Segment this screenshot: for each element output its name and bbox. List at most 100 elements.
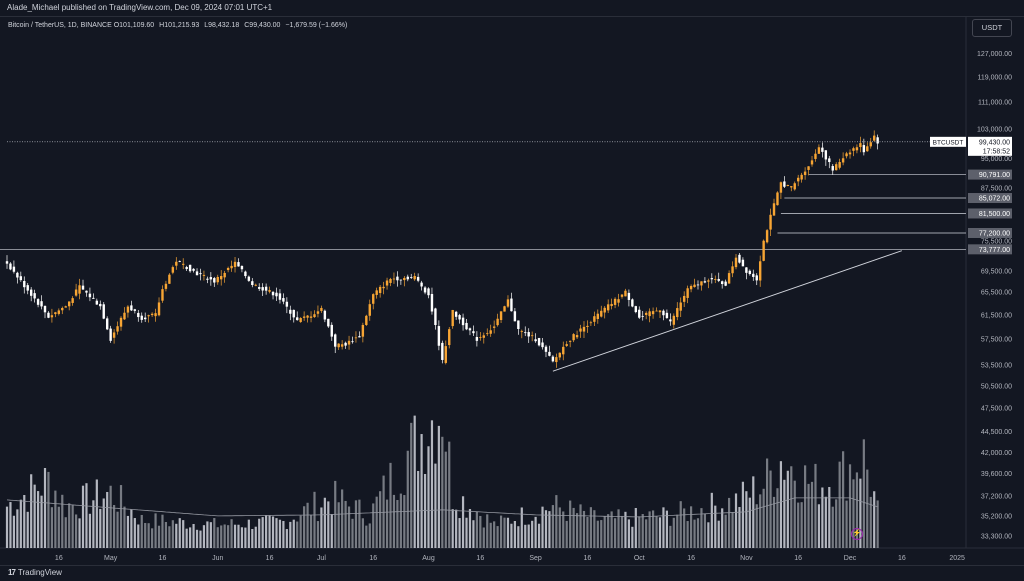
candle-body — [71, 298, 74, 303]
candle-body — [776, 192, 779, 206]
y-tick-label: 47,500.00 — [981, 405, 1012, 412]
candle-body — [36, 299, 40, 305]
volume-bar — [81, 485, 85, 548]
tradingview-logo[interactable]: 17 TradingView — [8, 568, 62, 577]
volume-bar — [309, 514, 313, 548]
y-tick-label: 42,000.00 — [981, 450, 1012, 457]
volume-bar — [683, 508, 686, 548]
candle-body — [351, 341, 354, 343]
volume-bar — [731, 511, 734, 548]
volume-bar — [296, 521, 299, 548]
candle-body — [641, 315, 644, 317]
candle-body — [292, 309, 295, 318]
candle-body — [707, 280, 710, 282]
volume-bar — [551, 505, 554, 548]
y-tick-label: 69,500.00 — [981, 268, 1012, 275]
candle-body — [437, 326, 441, 346]
volume-bar — [603, 515, 606, 548]
candle-body — [655, 310, 658, 312]
volume-bar — [831, 506, 834, 548]
candle-body — [565, 344, 568, 346]
chart-canvas[interactable]: 135,000.00127,000.00119,000.00111,000.00… — [0, 16, 1024, 565]
candle-body — [185, 266, 188, 270]
candle-body — [448, 329, 451, 346]
price-tag-value: 99,430.00 — [979, 139, 1010, 146]
volume-bar — [206, 521, 209, 548]
candle-body — [544, 346, 548, 352]
candle-body — [54, 312, 57, 315]
volume-bar — [617, 509, 620, 548]
candle-body — [803, 171, 807, 176]
volume-bar — [645, 519, 648, 548]
candle-body — [40, 301, 43, 307]
candle-body — [568, 340, 572, 342]
candle-body — [150, 313, 154, 316]
volume-bar — [866, 469, 869, 548]
volume-bar — [800, 502, 803, 548]
volume-bar — [776, 488, 779, 548]
volume-bar — [154, 513, 157, 548]
candle-body — [600, 310, 603, 317]
currency-button[interactable]: USDT — [972, 19, 1012, 37]
volume-bar — [351, 518, 354, 548]
candle-body — [472, 331, 475, 334]
volume-bar — [341, 489, 344, 548]
candle-body — [330, 324, 333, 337]
volume-bar — [876, 500, 879, 548]
volume-bar — [285, 529, 288, 548]
volume-bar — [817, 504, 821, 548]
candle-body — [475, 336, 479, 341]
candle-body — [275, 292, 278, 297]
volume-bar — [47, 471, 50, 548]
x-tick-label: 16 — [476, 555, 484, 562]
candle-body — [510, 298, 513, 312]
volume-bar — [171, 520, 174, 548]
volume-bar — [479, 515, 482, 548]
candle-body — [562, 346, 565, 355]
y-tick-label: 95,000.00 — [981, 156, 1012, 163]
y-tick-label: 103,000.00 — [977, 127, 1012, 134]
high-label: H — [159, 22, 165, 29]
volume-bar — [638, 516, 641, 548]
candle-body — [724, 281, 727, 286]
candle-body — [783, 181, 786, 187]
candle-body — [116, 326, 119, 332]
volume-bar — [347, 506, 351, 548]
volume-bar — [116, 511, 119, 548]
candle-body — [365, 315, 368, 325]
volume-bar — [113, 505, 116, 548]
candle-body — [572, 334, 575, 341]
candle-body — [817, 147, 821, 154]
candle-body — [503, 306, 506, 312]
candle-body — [233, 261, 237, 268]
candle-body — [334, 334, 337, 347]
candle-body — [489, 330, 492, 334]
volume-bar — [707, 522, 710, 548]
volume-bar — [199, 530, 202, 548]
candle-body — [748, 270, 752, 275]
volume-bar — [610, 511, 613, 548]
candle-body — [396, 276, 399, 281]
y-tick-label: 44,500.00 — [981, 429, 1012, 436]
change-value: −1,679.59 (−1.66%) — [285, 22, 348, 29]
volume-bar — [503, 517, 506, 548]
lightning-icon[interactable]: ⚡ — [851, 528, 863, 540]
candle-body — [251, 281, 254, 286]
candle-body — [772, 203, 776, 216]
footer-bar: 17 TradingView — [0, 565, 1024, 581]
volume-bar — [489, 522, 492, 548]
trendline — [552, 250, 902, 372]
candle-body — [700, 281, 703, 286]
volume-bar — [714, 505, 717, 548]
candle-body — [109, 328, 112, 341]
volume-bar — [793, 480, 796, 548]
level-label: 85,072.00 — [979, 196, 1010, 203]
volume-bar — [852, 479, 855, 548]
volume-bar — [123, 506, 126, 548]
candle-body — [43, 305, 47, 313]
volume-bar — [524, 524, 527, 548]
candle-body — [337, 343, 340, 348]
candle-body — [237, 262, 240, 267]
candle-body — [651, 311, 655, 315]
volume-bar — [240, 527, 244, 548]
